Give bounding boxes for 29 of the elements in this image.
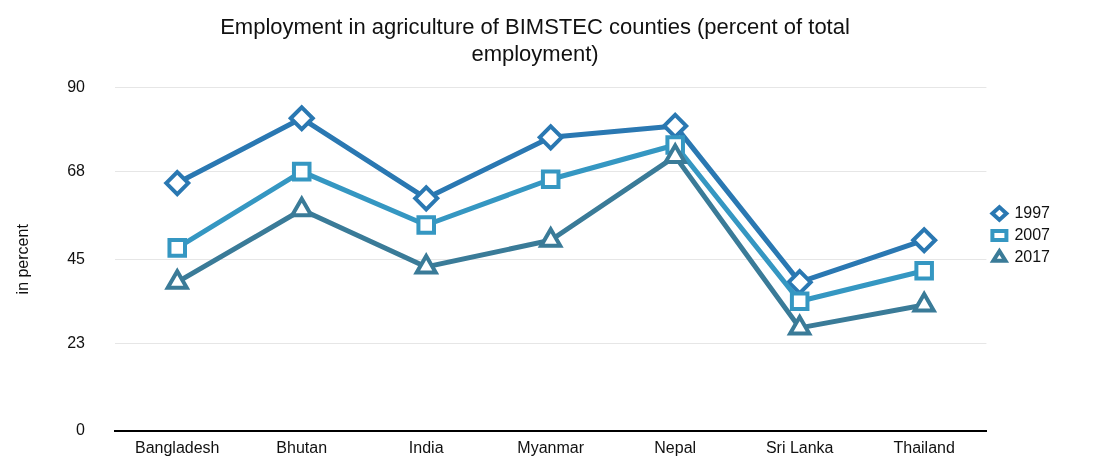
point [911,227,938,254]
point [537,124,564,151]
point [167,238,188,258]
point [789,291,810,311]
point [413,185,440,212]
legend-label: 2017 [1014,247,1051,265]
x-tick-label: Nepal [654,438,697,456]
legend-label: 1997 [1014,203,1051,221]
x-tick-label: Bhutan [276,438,328,456]
point [164,170,191,197]
point [291,161,312,182]
chart-title: Employment in agriculture of BIMSTEC counties (percent of total employment) [220,14,850,66]
y-tick-label: 90 [67,78,86,96]
y-tick-label: 45 [67,249,86,267]
x-tick-label: India [408,438,444,456]
y-axis-title: in percent [14,223,32,295]
x-tick-label: Sri Lanka [765,438,834,456]
legend-label: 2007 [1014,225,1051,243]
y-tick-label: 68 [67,162,86,180]
x-tick-label: Bangladesh [134,438,220,456]
x-tick-label: Thailand [893,438,955,456]
point [288,105,315,132]
x-tick-label: Myanmar [517,438,585,456]
point [540,169,561,190]
y-tick-label: 23 [67,333,86,351]
point [914,260,934,281]
point [912,292,936,313]
point [416,215,436,235]
y-tick-label: 0 [76,421,86,439]
